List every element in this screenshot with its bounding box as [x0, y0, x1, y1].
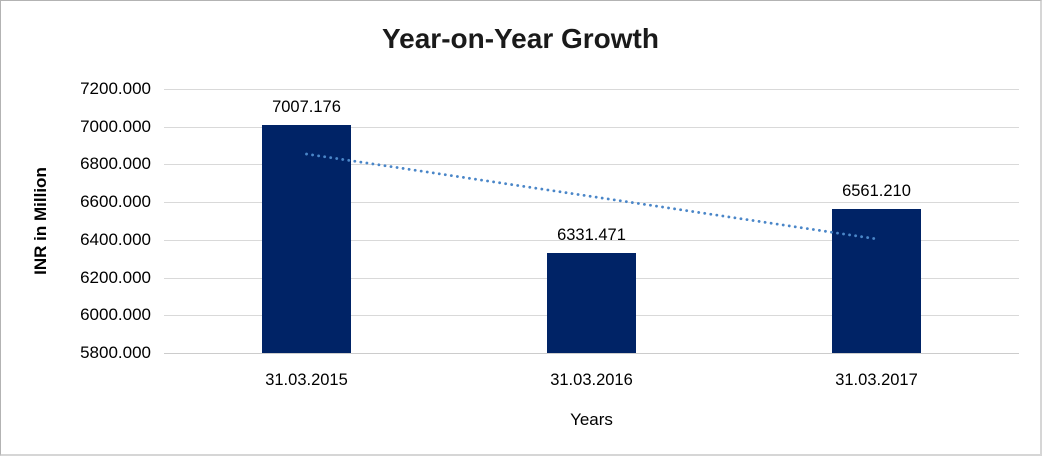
y-tick-label: 6200.000 — [80, 268, 151, 287]
x-axis-line — [164, 353, 1019, 354]
gridline — [164, 89, 1019, 90]
bar-data-label: 7007.176 — [272, 98, 341, 117]
y-tick-label: 6600.000 — [80, 192, 151, 211]
gridline — [164, 127, 1019, 128]
x-category-label: 31.03.2017 — [835, 371, 918, 389]
y-tick-label: 5800.000 — [80, 343, 151, 362]
bar — [547, 252, 636, 353]
x-category-label: 31.03.2016 — [550, 371, 633, 389]
y-tick-label: 6400.000 — [80, 230, 151, 249]
y-tick-label: 6000.000 — [80, 305, 151, 324]
bar — [832, 209, 921, 353]
x-axis-title: Years — [570, 410, 613, 429]
bar-data-label: 6561.210 — [842, 182, 911, 201]
bar-data-label: 6331.471 — [557, 225, 626, 244]
bar — [262, 125, 351, 353]
chart-title: Year-on-Year Growth — [382, 23, 659, 54]
y-tick-label: 7000.000 — [80, 117, 151, 136]
y-tick-label: 6800.000 — [80, 154, 151, 173]
gridline — [164, 240, 1019, 241]
y-tick-label: 7200.000 — [80, 79, 151, 98]
x-category-label: 31.03.2015 — [265, 371, 348, 389]
